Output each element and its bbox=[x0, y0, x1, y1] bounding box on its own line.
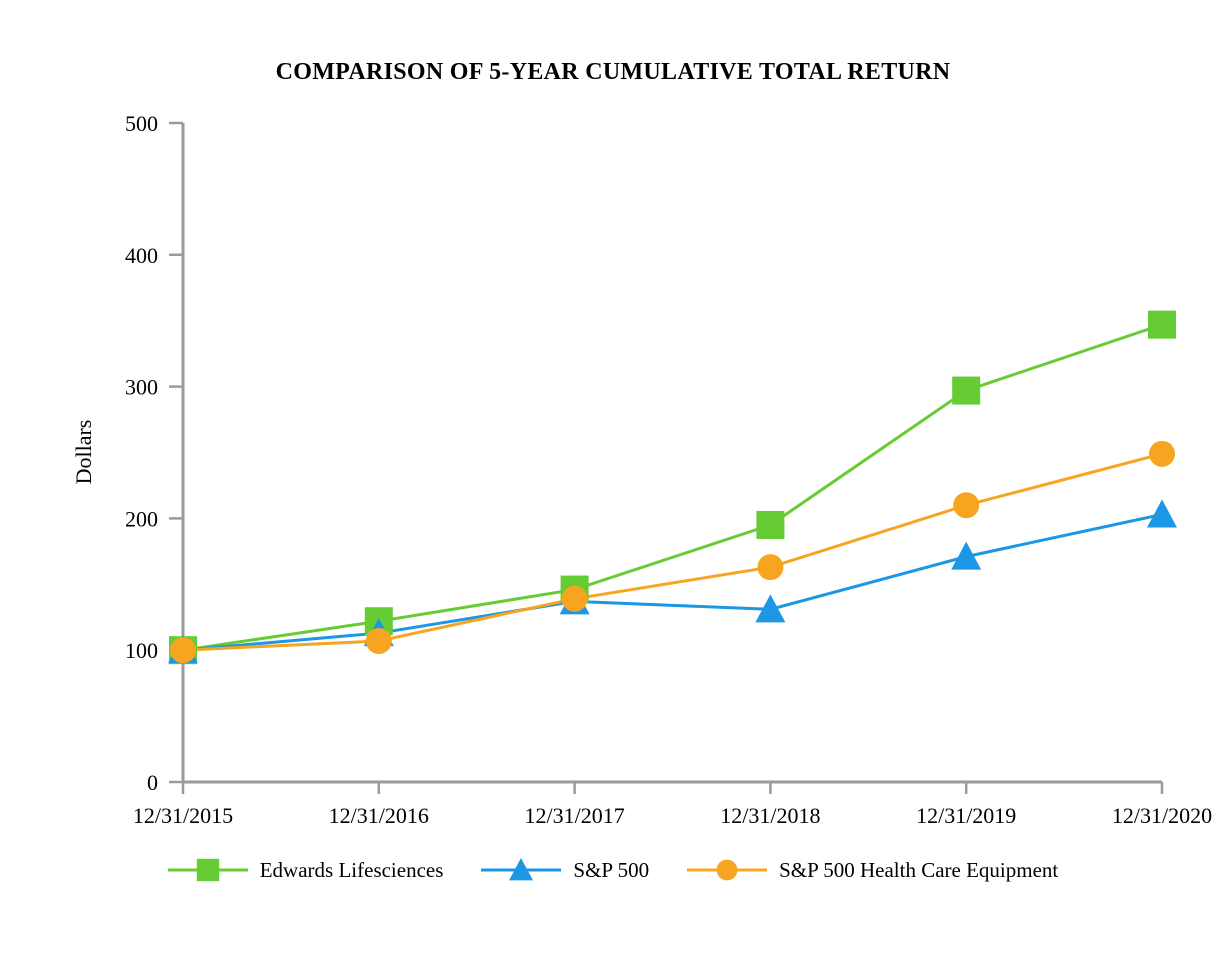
legend-label: Edwards Lifesciences bbox=[259, 857, 444, 882]
x-tick-label: 12/31/2016 bbox=[329, 803, 429, 828]
marker-triangle bbox=[1147, 499, 1177, 528]
x-tick-label: 12/31/2020 bbox=[1112, 803, 1212, 828]
marker-circle bbox=[561, 585, 588, 612]
legend-marker-circle bbox=[716, 859, 738, 881]
y-tick-label: 0 bbox=[147, 770, 158, 795]
chart-legend: Edwards Lifesciences S&P 500 S&P 500 Hea… bbox=[0, 855, 1226, 885]
x-tick-label: 12/31/2018 bbox=[720, 803, 820, 828]
legend-label: S&P 500 bbox=[573, 857, 650, 882]
series-line-s-p-500 bbox=[182, 512, 1163, 652]
legend-swatch-circle-icon bbox=[687, 859, 768, 881]
y-tick-label: 300 bbox=[125, 375, 158, 400]
marker-circle bbox=[757, 554, 784, 581]
y-tick-label: 500 bbox=[125, 111, 158, 136]
legend-swatch-triangle-icon bbox=[481, 858, 562, 881]
x-tick-label: 12/31/2017 bbox=[524, 803, 624, 828]
legend-item-edwards-lifesciences: Edwards Lifesciences bbox=[167, 855, 444, 885]
legend-item-sp500: S&P 500 bbox=[481, 855, 649, 885]
series-line-s-p-500-health-care-equipment bbox=[182, 452, 1163, 652]
chart-title: COMPARISON OF 5-YEAR CUMULATIVE TOTAL RE… bbox=[275, 59, 951, 85]
legend-marker-square bbox=[196, 858, 219, 882]
marker-square bbox=[952, 376, 981, 405]
legend-swatch-square-icon bbox=[167, 858, 248, 882]
marker-circle bbox=[1149, 440, 1175, 467]
legend-label: S&P 500 Health Care Equipment bbox=[779, 857, 1059, 882]
marker-square bbox=[756, 510, 785, 539]
series-line-edwards-lifesciences bbox=[182, 323, 1163, 652]
legend-marker-triangle bbox=[509, 858, 534, 881]
marker-circle bbox=[953, 492, 980, 519]
x-tick-label: 12/31/2019 bbox=[916, 803, 1016, 828]
y-tick-label: 200 bbox=[125, 506, 158, 531]
marker-triangle bbox=[755, 594, 786, 623]
y-axis-title: Dollars bbox=[71, 420, 96, 485]
marker-square bbox=[1148, 310, 1176, 339]
marker-triangle bbox=[951, 541, 982, 570]
marker-circle bbox=[365, 627, 392, 654]
marker-circle bbox=[170, 637, 196, 664]
y-tick-label: 400 bbox=[125, 243, 158, 268]
legend-item-sp500-health-care-equipment: S&P 500 Health Care Equipment bbox=[687, 855, 1058, 885]
x-tick-label: 12/31/2015 bbox=[133, 803, 233, 828]
y-tick-label: 100 bbox=[125, 638, 158, 663]
